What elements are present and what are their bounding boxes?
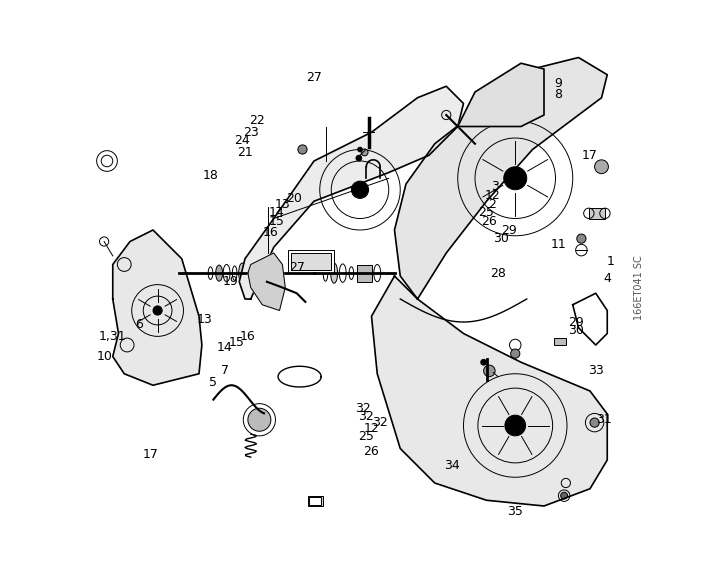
Text: 2: 2 [488,198,496,210]
Text: 12: 12 [485,189,500,202]
Bar [291,253,331,270]
Text: 8: 8 [554,89,562,101]
Text: 35: 35 [508,505,523,518]
Text: 15: 15 [269,215,284,228]
Text: 30: 30 [567,324,584,337]
Text: 29: 29 [502,224,518,236]
Circle shape [484,365,495,377]
Text: 16: 16 [240,330,256,343]
Text: 166ET041 SC: 166ET041 SC [634,255,644,320]
Text: 10: 10 [96,350,112,363]
Circle shape [561,492,567,499]
Circle shape [358,147,362,152]
Text: 26: 26 [482,215,498,228]
Text: 1,31: 1,31 [99,330,127,343]
Text: 26: 26 [364,445,379,458]
Circle shape [361,149,368,156]
Text: 22: 22 [248,114,264,127]
Circle shape [258,266,267,275]
Polygon shape [395,58,607,299]
Bar [310,497,321,505]
Text: 32: 32 [372,416,388,429]
Text: 17: 17 [142,448,158,461]
Text: 25: 25 [358,431,374,443]
Text: 33: 33 [588,365,603,377]
Text: 3: 3 [491,181,499,193]
Ellipse shape [216,265,222,281]
Circle shape [481,359,487,365]
Circle shape [505,415,526,436]
Circle shape [510,349,520,358]
Circle shape [356,155,361,161]
Circle shape [590,418,599,427]
Polygon shape [248,253,285,310]
Text: 14: 14 [217,342,233,354]
Text: 4: 4 [603,273,611,285]
Text: 24: 24 [234,135,250,147]
Text: 19: 19 [222,275,238,288]
Text: 28: 28 [490,267,506,279]
Circle shape [504,167,527,190]
Text: 13: 13 [197,313,212,325]
Text: 9: 9 [554,77,562,90]
Text: 21: 21 [237,146,253,159]
Text: 23: 23 [243,126,258,139]
Circle shape [298,145,307,154]
Circle shape [153,306,162,315]
Text: 5: 5 [210,376,217,389]
Ellipse shape [238,263,246,283]
Circle shape [595,160,608,174]
Bar [357,264,372,282]
Text: 12: 12 [364,422,379,435]
Text: 7: 7 [221,365,229,377]
Circle shape [248,408,271,431]
Text: 17: 17 [582,149,598,162]
Text: 25: 25 [479,206,495,219]
Polygon shape [458,63,544,126]
Polygon shape [239,86,464,299]
Text: 6: 6 [135,319,143,331]
Text: 29: 29 [568,316,583,328]
Text: 31: 31 [596,413,612,426]
Text: 1: 1 [606,255,614,268]
Bar [589,208,605,218]
Text: 14: 14 [269,206,284,219]
Circle shape [577,234,586,243]
Text: 30: 30 [493,232,509,245]
Text: 34: 34 [444,459,460,472]
Text: 32: 32 [358,411,374,423]
Text: 15: 15 [228,336,244,348]
Polygon shape [113,230,202,385]
Text: 18: 18 [202,169,218,182]
Text: 27: 27 [306,71,322,84]
Text: 32: 32 [355,402,371,415]
Circle shape [252,272,269,289]
Bar [288,250,334,273]
Text: 16: 16 [263,227,279,239]
Bar [554,338,566,345]
Bar [308,496,323,506]
Text: 20: 20 [286,192,302,205]
Text: 11: 11 [551,238,566,251]
Polygon shape [372,276,607,506]
Ellipse shape [330,263,338,283]
Text: 27: 27 [289,261,305,274]
Circle shape [351,181,369,198]
Text: 13: 13 [274,198,290,210]
